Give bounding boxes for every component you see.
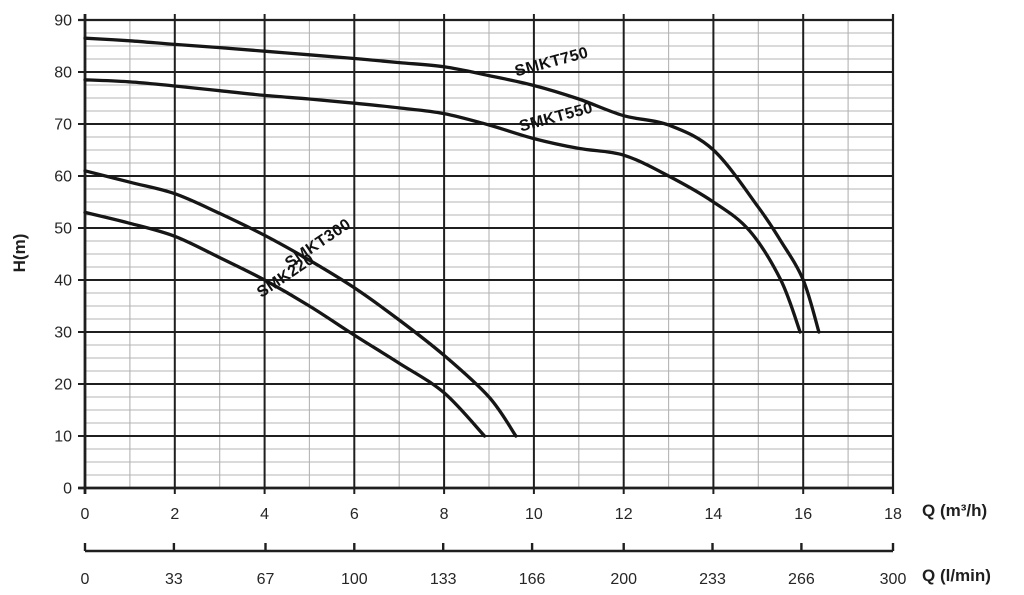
y-tick-label: 20 [54,377,72,394]
x-axis-title: Q (m³/h) [922,501,988,520]
curve-SMKT300 [83,169,518,438]
x2-tick-label: 166 [519,571,546,588]
y-tick-label: 70 [54,117,72,134]
x2-tick-label: 300 [880,571,907,588]
y-tick-label: 90 [54,13,72,30]
x-tick-label: 12 [615,506,633,523]
x-tick-label: 14 [705,506,723,523]
x2-axis: 0 33 67 100 133 166 200 233 266 300 [81,543,907,588]
x-tick-label: 4 [260,506,269,523]
curve-label-SMKT550: SMKT550 [518,100,595,136]
y-tick-label: 0 [63,481,72,498]
x2-axis-title: Q (l/min) [922,566,991,585]
grid-major [78,14,895,494]
x2-tick-label: 0 [81,571,90,588]
x2-tick-label: 100 [341,571,368,588]
x2-tick-label: 67 [257,571,275,588]
x-tick-label: 0 [81,506,90,523]
x-tick-label: 2 [170,506,179,523]
y-axis-tick-labels: 0 10 20 30 40 50 60 70 80 90 [54,13,72,498]
x-tick-label: 18 [884,506,902,523]
x2-tick-label: 233 [699,571,726,588]
x-axis-tick-labels: 0 2 4 6 8 10 12 14 16 18 [81,506,902,523]
x-tick-label: 6 [350,506,359,523]
y-tick-label: 10 [54,429,72,446]
x-tick-label: 10 [525,506,543,523]
y-tick-label: 30 [54,325,72,342]
x2-tick-label: 133 [430,571,457,588]
y-tick-label: 60 [54,169,72,186]
curve-SMK220 [83,210,487,438]
x-tick-label: 8 [440,506,449,523]
y-axis-title: H(m) [10,233,29,273]
curve-SMKT750 [83,36,821,334]
x2-tick-label: 266 [788,571,815,588]
x-tick-label: 16 [794,506,812,523]
y-tick-label: 80 [54,65,72,82]
curve-SMKT550 [83,78,802,334]
curves [83,36,821,438]
x2-tick-label: 200 [610,571,637,588]
y-tick-label: 50 [54,221,72,238]
x2-tick-label: 33 [165,571,183,588]
y-tick-label: 40 [54,273,72,290]
